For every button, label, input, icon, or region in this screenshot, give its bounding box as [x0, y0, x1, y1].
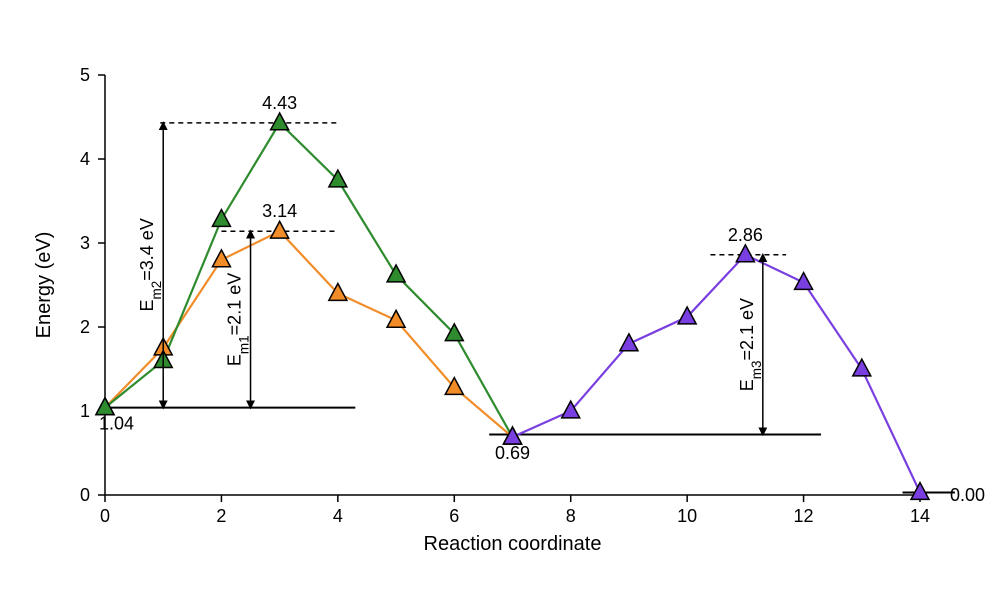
x-tick-label: 12	[794, 506, 814, 526]
y-tick-label: 0	[80, 485, 90, 505]
marker-triangle	[212, 250, 230, 267]
em3-arrow-label: Em3=2.1 eV	[737, 298, 764, 391]
y-axis-label: Energy (eV)	[33, 232, 55, 339]
x-tick-label: 4	[333, 506, 343, 526]
lbl-0.00: 0.00	[950, 485, 985, 505]
x-axis-label: Reaction coordinate	[424, 533, 602, 555]
y-tick-label: 3	[80, 233, 90, 253]
y-tick-label: 1	[80, 401, 90, 421]
marker-triangle	[387, 310, 405, 327]
em1-arrow-label: Em1=2.1 eV	[225, 273, 252, 366]
marker-triangle	[387, 265, 405, 282]
lbl-0.69: 0.69	[495, 443, 530, 463]
energy-chart: 02468101214Reaction coordinate012345Ener…	[0, 0, 1000, 589]
x-tick-label: 10	[677, 506, 697, 526]
x-tick-label: 8	[566, 506, 576, 526]
lbl-4.43: 4.43	[262, 93, 297, 113]
x-tick-label: 14	[910, 506, 930, 526]
marker-triangle	[271, 221, 289, 238]
x-tick-label: 6	[449, 506, 459, 526]
marker-triangle	[911, 483, 929, 500]
y-tick-label: 5	[80, 65, 90, 85]
marker-triangle	[853, 359, 871, 376]
y-tick-label: 4	[80, 149, 90, 169]
marker-triangle	[795, 273, 813, 290]
marker-triangle	[736, 245, 754, 262]
marker-triangle	[504, 427, 522, 444]
lbl-1.04: 1.04	[99, 414, 134, 434]
em2-arrow-label: Em2=3.4 eV	[137, 218, 164, 311]
y-tick-label: 2	[80, 317, 90, 337]
chart-stage: 02468101214Reaction coordinate012345Ener…	[0, 0, 1000, 589]
lbl-2.86: 2.86	[728, 225, 763, 245]
marker-triangle	[620, 334, 638, 351]
x-tick-label: 0	[100, 506, 110, 526]
lbl-3.14: 3.14	[262, 201, 297, 221]
x-tick-label: 2	[216, 506, 226, 526]
marker-triangle	[212, 210, 230, 227]
marker-triangle	[271, 113, 289, 130]
